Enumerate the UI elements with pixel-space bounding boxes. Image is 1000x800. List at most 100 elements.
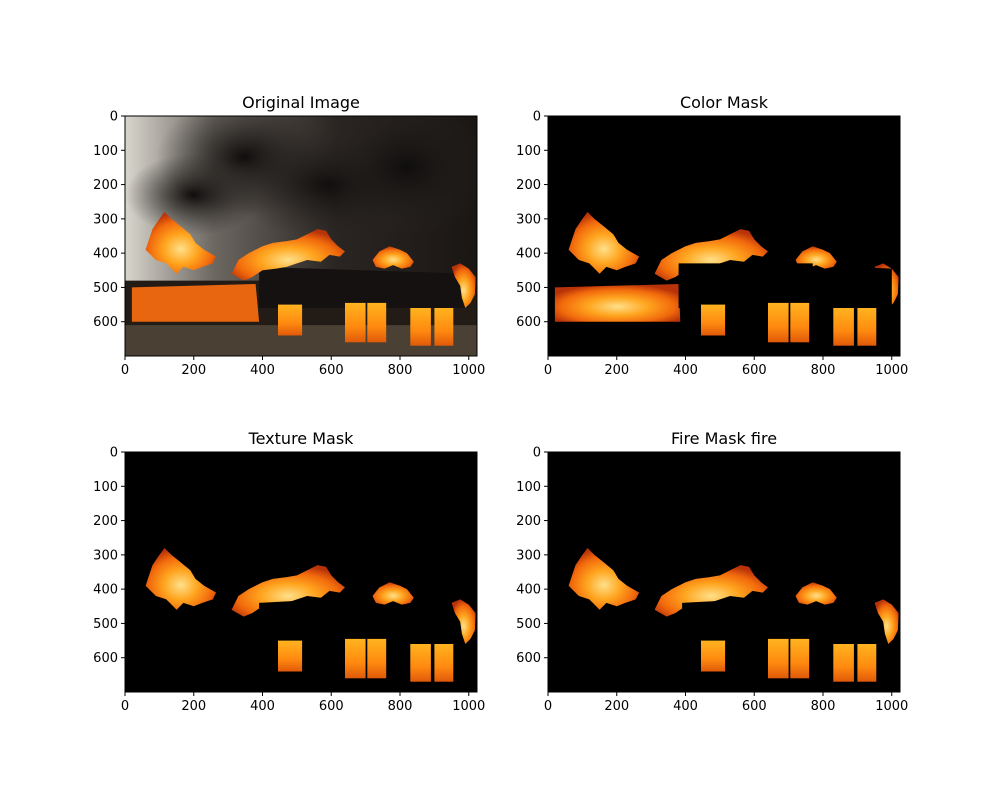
x-tick-label: 200 [604,363,629,378]
fire-region [568,548,640,610]
fire-region [145,212,217,274]
fire-region [372,246,414,269]
x-tick-label: 400 [673,699,698,714]
image-area [125,116,477,356]
x-tick-label: 1000 [875,699,908,714]
burning-window [345,302,366,343]
subplot-2: Color Mask 0 200 400 600 800 1000 0 100 200 300 400… [516,93,908,378]
x-tick-label: 200 [181,363,206,378]
y-tick-label: 600 [516,651,541,666]
burning-window [768,638,789,679]
ground [125,325,477,356]
y-tick-label: 200 [93,514,118,529]
x-tick-label: 800 [388,363,413,378]
image-area [548,116,900,356]
y-tick-label: 100 [93,144,118,159]
burning-window [701,304,726,336]
y-tick-label: 300 [516,212,541,227]
y-tick-label: 400 [93,583,118,598]
y-tick-label: 300 [93,548,118,563]
subplot-title: Original Image [242,93,360,112]
image-area [125,452,477,692]
x-tick-label: 0 [544,363,552,378]
burning-window [833,308,854,346]
burning-window [367,638,387,679]
burning-window [768,302,789,343]
burning-window [857,308,877,346]
fire-region [145,548,217,610]
burning-window [790,302,810,343]
y-tick-label: 200 [516,514,541,529]
axes-frame [547,451,901,693]
y-tick-label: 200 [93,178,118,193]
subplot-3: Texture Mask 0 200 400 600 800 1000 0 100 200 300 4… [93,429,485,714]
y-tick-label: 500 [93,281,118,296]
x-tick-label: 1000 [452,699,485,714]
burning-window [833,644,854,682]
x-tick-label: 800 [811,363,836,378]
burning-window [434,308,454,346]
x-tick-label: 1000 [452,363,485,378]
x-tick-label: 400 [673,363,698,378]
fire-region [795,582,837,605]
y-tick-label: 400 [516,583,541,598]
burning-window [345,638,366,679]
y-tick-label: 500 [93,617,118,632]
y-tick-label: 400 [516,247,541,262]
axes-frame [124,115,478,357]
x-tick-label: 800 [811,699,836,714]
y-tick-label: 600 [93,651,118,666]
y-tick-label: 0 [110,446,118,461]
fire-region [131,284,260,322]
image-area [548,452,900,692]
fire-region [451,599,476,644]
x-tick-label: 600 [742,363,767,378]
burning-window [701,640,726,672]
subplot-4: Fire Mask fire 0 200 400 600 800 1000 0 100 200 30… [516,429,908,714]
y-tick-label: 100 [93,480,118,495]
y-tick-label: 600 [93,315,118,330]
x-tick-label: 400 [250,699,275,714]
fire-region [554,284,681,322]
fire-region [795,246,837,269]
subplot-title: Color Mask [680,93,769,112]
y-tick-label: 100 [516,480,541,495]
burning-window [410,308,431,346]
roof-gap [259,599,325,614]
fire-region [568,212,640,274]
roof-gap [682,599,748,614]
x-tick-label: 0 [121,699,129,714]
axes-frame [547,115,901,357]
roof [259,266,469,308]
burning-window [410,644,431,682]
fire-region [372,582,414,605]
y-tick-label: 400 [93,247,118,262]
fire-region [874,599,899,644]
y-tick-label: 600 [516,315,541,330]
smoke-cloud [320,116,477,236]
fire-region [231,229,345,281]
burning-window [367,302,387,343]
burning-window [278,304,303,336]
y-tick-label: 300 [93,212,118,227]
y-tick-label: 0 [533,110,541,125]
y-tick-label: 200 [516,178,541,193]
x-tick-label: 400 [250,363,275,378]
x-tick-label: 600 [319,699,344,714]
y-tick-label: 0 [110,110,118,125]
fire-region [451,263,476,308]
x-tick-label: 0 [544,699,552,714]
x-tick-label: 1000 [875,363,908,378]
axes-frame [124,451,478,693]
x-tick-label: 600 [742,699,767,714]
y-tick-label: 500 [516,281,541,296]
y-tick-label: 100 [516,144,541,159]
subplot-title: Texture Mask [248,429,355,448]
x-tick-label: 200 [604,699,629,714]
burning-window [434,644,454,682]
burning-window [278,640,303,672]
x-tick-label: 600 [319,363,344,378]
y-tick-label: 500 [516,617,541,632]
x-tick-label: 0 [121,363,129,378]
